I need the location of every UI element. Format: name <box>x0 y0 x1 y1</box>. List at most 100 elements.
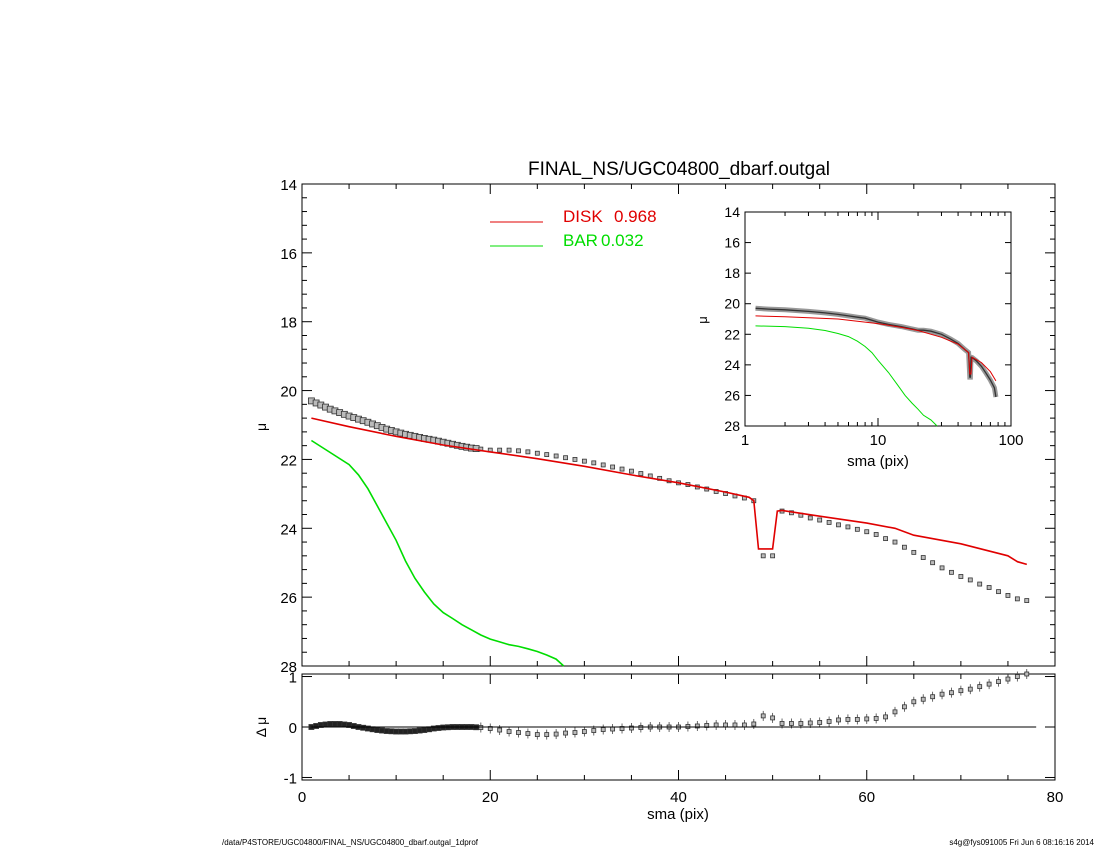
residual-y-tick-label: -1 <box>284 770 297 787</box>
main-data-point <box>619 466 625 472</box>
inset-plot-frame <box>744 211 1012 427</box>
residual-point <box>374 727 381 733</box>
residual-point <box>629 725 634 731</box>
residual-point <box>379 727 385 734</box>
inset-data-line <box>755 307 997 398</box>
main-data-point <box>770 553 776 559</box>
main-data-point <box>996 589 1001 595</box>
inset-y-tick-label: 26 <box>724 387 740 403</box>
main-data-point <box>873 532 879 537</box>
main-data-point <box>572 457 578 462</box>
main-data-point <box>958 574 964 579</box>
main-x-ticks <box>301 184 1056 666</box>
footer-timestamp: s4g@fys091005 Fri Jun 6 08:16:16 2014 <box>949 838 1094 847</box>
residual-point <box>332 721 338 727</box>
residual-point <box>930 694 936 700</box>
residual-point <box>685 724 691 729</box>
main-data-point <box>610 464 616 470</box>
footer-file-path: /data/P4STORE/UGC04800/FINAL_NS/UGC04800… <box>222 838 478 847</box>
residual-point <box>939 691 945 697</box>
main-y-tick-label: 18 <box>280 315 297 332</box>
main-data-point <box>506 447 512 453</box>
main-data-point <box>534 450 540 456</box>
inset-x-axis-label: sma (pix) <box>847 453 909 470</box>
legend-bar-label: BAR <box>563 231 598 250</box>
residual-point <box>911 699 917 705</box>
legend-bar-value: 0.032 <box>601 231 644 250</box>
residual-point <box>996 679 1001 684</box>
residual-point <box>789 721 794 726</box>
main-data-point <box>553 453 559 459</box>
residual-point <box>327 721 334 727</box>
residual-point <box>360 724 367 731</box>
residual-point <box>817 720 823 725</box>
main-data-point <box>854 526 860 532</box>
residual-point <box>873 716 879 721</box>
inset-series-group <box>755 305 999 427</box>
main-data-point <box>902 544 907 550</box>
inset-bar-line <box>755 325 938 427</box>
main-data-point <box>516 448 521 454</box>
inset-y-tick-label: 18 <box>724 265 740 281</box>
main-data-point <box>977 581 983 587</box>
residual-point <box>920 696 926 702</box>
residual-point <box>779 721 785 726</box>
residual-point <box>426 726 432 733</box>
residual-point <box>807 720 813 726</box>
main-data-point <box>1014 596 1020 602</box>
residual-point <box>741 722 747 728</box>
main-data-point <box>1024 598 1030 603</box>
main-data-point <box>826 520 832 525</box>
residual-point <box>892 709 898 715</box>
main-data-point <box>629 468 634 474</box>
residual-point <box>694 723 700 729</box>
x-axis-label: sma (pix) <box>647 806 709 823</box>
main-y-tick-label: 28 <box>280 659 297 676</box>
residual-series-group <box>308 669 1037 740</box>
main-y-tick-label: 16 <box>280 246 297 263</box>
residual-point <box>977 684 983 690</box>
residual-point <box>553 731 559 737</box>
residual-point <box>751 721 757 727</box>
inset-y-tick-label: 28 <box>724 418 740 434</box>
main-y-tick-label: 20 <box>280 384 297 401</box>
residual-point <box>760 713 766 719</box>
main-data-point <box>930 560 936 566</box>
residual-point <box>883 714 888 720</box>
residual-point <box>516 730 521 735</box>
residual-point <box>713 722 719 728</box>
residual-point <box>949 690 954 696</box>
main-data-point <box>807 515 813 521</box>
residual-point <box>440 724 447 731</box>
main-bar-line <box>310 439 565 667</box>
residual-point <box>1024 671 1030 677</box>
legend-disk-value: 0.968 <box>614 207 657 226</box>
residual-point <box>1005 676 1011 682</box>
residual-point <box>610 726 616 732</box>
x-tick-label: 0 <box>298 789 306 806</box>
main-y-tick-label: 24 <box>280 521 297 538</box>
x-tick-label: 80 <box>1047 789 1064 806</box>
x-tick-label: 40 <box>670 789 687 806</box>
residual-point <box>544 732 550 737</box>
inset-disk-line <box>755 315 997 382</box>
chart-title: FINAL_NS/UGC04800_dbarf.outgal <box>528 159 830 180</box>
residual-point <box>563 730 568 736</box>
residual-point <box>497 727 503 733</box>
main-data-point <box>845 524 851 530</box>
main-data-point <box>836 522 841 528</box>
residual-point <box>591 728 597 733</box>
residual-point <box>845 717 851 722</box>
main-data-point <box>600 462 606 468</box>
inset-y-axis-label: μ <box>695 316 710 324</box>
residual-point <box>723 722 728 728</box>
main-y-tick-label: 14 <box>280 177 297 194</box>
residual-point <box>581 729 587 734</box>
residual-point <box>600 727 606 732</box>
main-data-point <box>581 458 587 464</box>
main-series-group <box>308 397 1030 667</box>
residual-point <box>798 721 804 726</box>
main-data-point <box>591 460 597 466</box>
residual-point <box>383 728 390 734</box>
residual-ticks: 10-10 20 40 60 80 <box>284 670 1064 806</box>
